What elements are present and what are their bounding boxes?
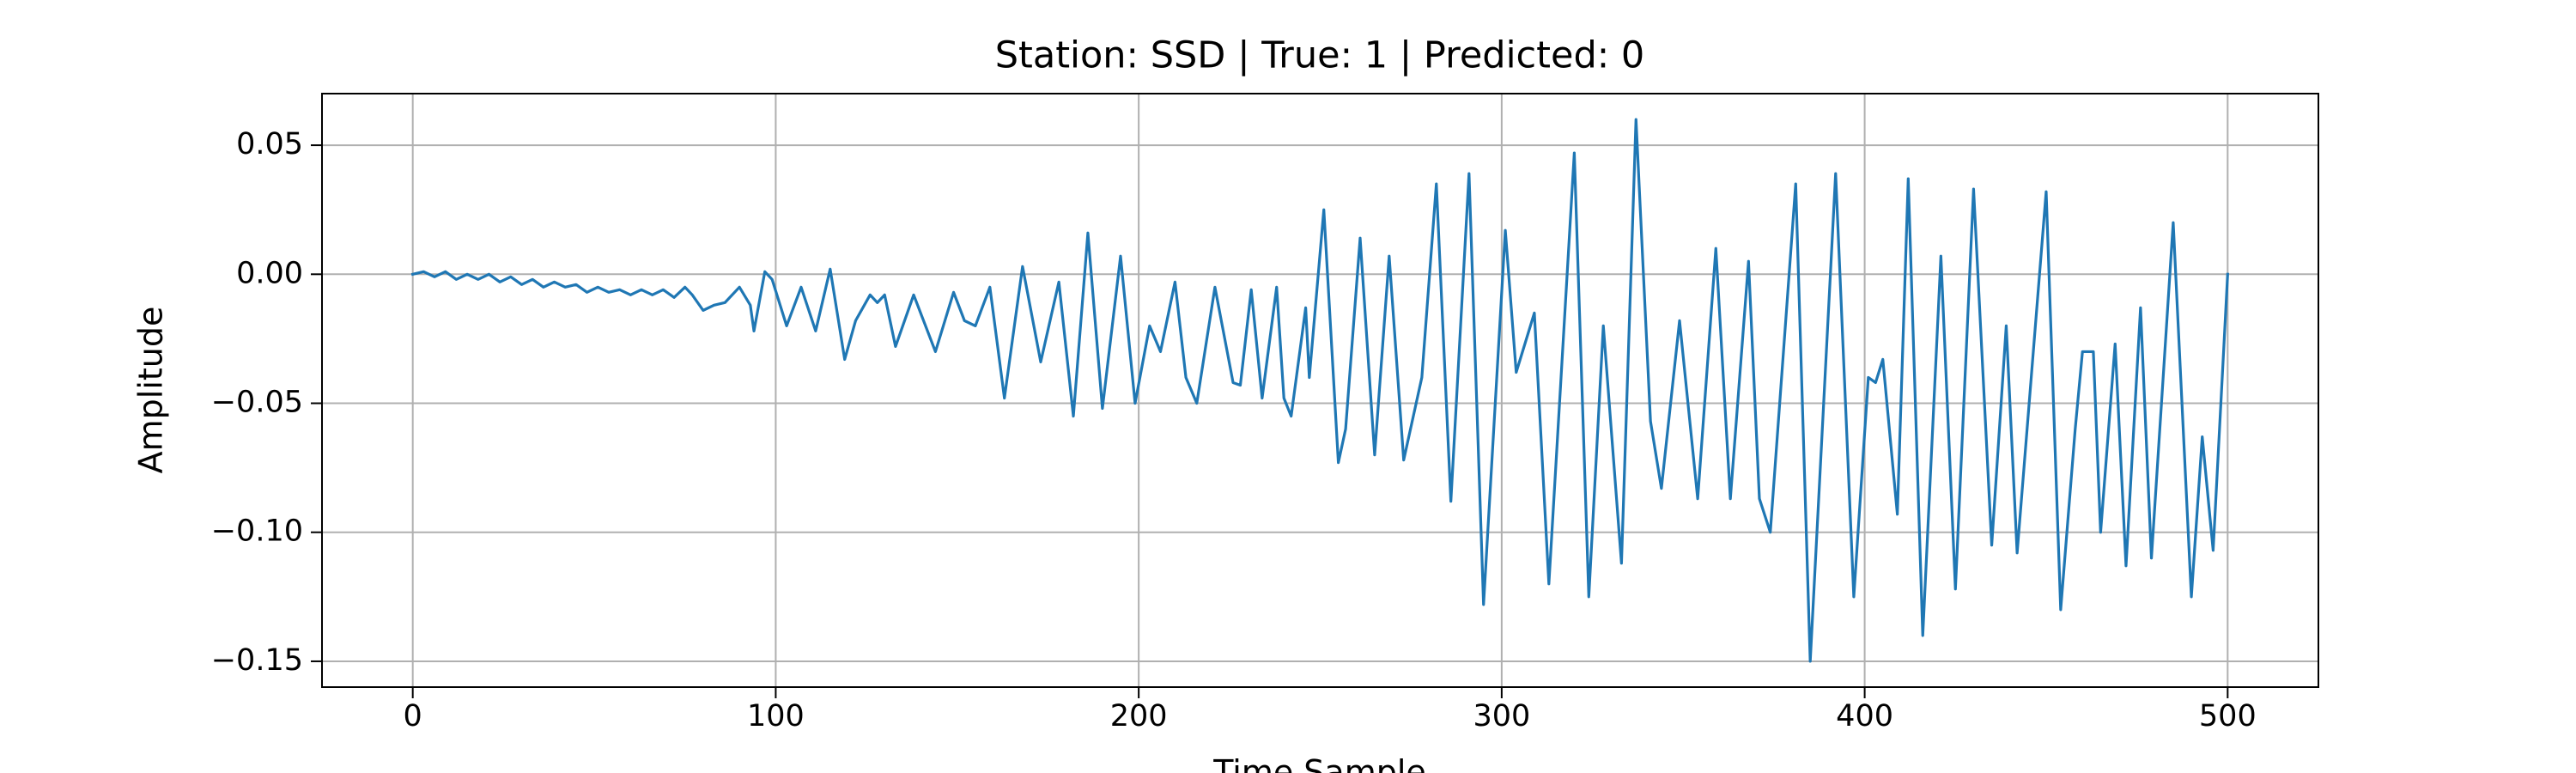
- data-line: [410, 118, 2230, 663]
- x-axis-label: Time Sample: [1212, 753, 1426, 773]
- x-tick-label: 500: [2199, 699, 2257, 733]
- y-tick-label: −0.05: [211, 386, 303, 420]
- y-axis-label: Amplitude: [132, 307, 170, 474]
- x-tick-label: 0: [404, 699, 422, 733]
- plot-frame: [321, 93, 2319, 688]
- x-tick-label: 300: [1473, 699, 1530, 733]
- x-tick-label: 100: [747, 699, 805, 733]
- y-tick-label: 0.05: [236, 127, 303, 161]
- x-tick-label: 400: [1836, 699, 1893, 733]
- y-tick-label: −0.10: [211, 514, 303, 549]
- y-tick-label: 0.00: [236, 256, 303, 290]
- y-tick-label: −0.15: [211, 643, 303, 678]
- chart-title: Station: SSD | True: 1 | Predicted: 0: [995, 34, 1645, 77]
- x-tick-label: 200: [1110, 699, 1168, 733]
